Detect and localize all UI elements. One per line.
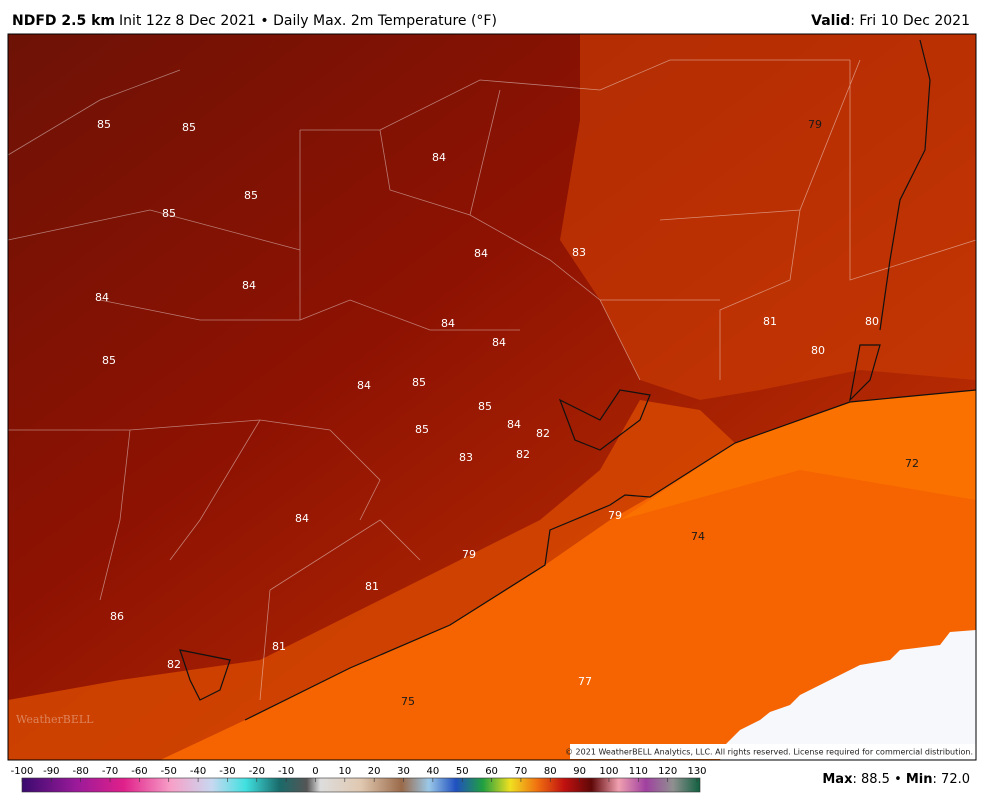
valid-label: Valid xyxy=(811,13,850,29)
contour-label: 82 xyxy=(536,427,550,440)
colorbar-tick-label: 60 xyxy=(485,766,498,777)
colorbar-tick-label: 70 xyxy=(515,766,528,777)
contour-label: 85 xyxy=(478,400,492,413)
colorbar-tick-label: 40 xyxy=(427,766,440,777)
colorbar-tick-label: 50 xyxy=(456,766,469,777)
colorbar-tick-label: -100 xyxy=(11,766,34,777)
colorbar xyxy=(21,777,701,793)
contour-label: 85 xyxy=(244,189,258,202)
contour-labels: 85 85 84 79 85 85 84 83 84 84 84 81 80 84 80 85 84 85 85 84… xyxy=(95,118,919,708)
contour-label: 74 xyxy=(691,530,705,543)
contour-label: 81 xyxy=(272,640,286,653)
no-data xyxy=(720,630,976,760)
coastline xyxy=(179,39,977,721)
colorbar-tick-label: 130 xyxy=(687,766,706,777)
valid-value: : Fri 10 Dec 2021 xyxy=(850,13,970,29)
contour-label: 84 xyxy=(507,418,521,431)
contour-label: 85 xyxy=(415,423,429,436)
coastal-zone xyxy=(8,400,735,760)
colorbar-tick-label: 120 xyxy=(658,766,677,777)
contour-label: 81 xyxy=(763,315,777,328)
min-value: : 72.0 xyxy=(933,772,970,787)
contour-label: 82 xyxy=(167,658,181,671)
contour-label: 84 xyxy=(441,317,455,330)
colorbar-tick-label: -20 xyxy=(249,766,265,777)
colorbar-tick-label: 20 xyxy=(368,766,381,777)
contour-label: 84 xyxy=(492,336,506,349)
colorbar-tick-label: -60 xyxy=(131,766,147,777)
contour-label: 82 xyxy=(516,448,530,461)
contour-label: 85 xyxy=(162,207,176,220)
contour-label: 84 xyxy=(95,291,109,304)
contour-label: 72 xyxy=(905,457,919,470)
colorbar-tick-label: 100 xyxy=(599,766,618,777)
contour-label: 86 xyxy=(110,610,124,623)
contour-label: 84 xyxy=(474,247,488,260)
contour-label: 83 xyxy=(459,451,473,464)
contour-label: 79 xyxy=(462,548,476,561)
warm-region xyxy=(560,34,976,400)
contour-label: 83 xyxy=(572,246,586,259)
logo: WeatherBELL xyxy=(16,713,94,726)
contour-label: 84 xyxy=(432,151,446,164)
colorbar-tick-label: 80 xyxy=(544,766,557,777)
contour-label: 85 xyxy=(412,376,426,389)
contour-label: 80 xyxy=(811,344,825,357)
colorbar-ticks: -100 -90 -80 -70 -60 -50 -40 -30 -20 -10 0 10 20 30 40… xyxy=(11,766,707,782)
colorbar-tick-label: 10 xyxy=(338,766,351,777)
contour-label: 77 xyxy=(578,675,592,688)
colorbar-tick-label: 90 xyxy=(573,766,586,777)
colorbar-tick-label: -40 xyxy=(190,766,206,777)
contour-label: 79 xyxy=(808,118,822,131)
colorbar-tick-label: -80 xyxy=(73,766,89,777)
max-label: Max xyxy=(822,772,853,787)
colorbar-tick-label: 110 xyxy=(629,766,648,777)
stats-separator: • xyxy=(890,772,906,787)
valid-time: Valid: Fri 10 Dec 2021 xyxy=(811,13,970,29)
colorbar-tick-label: -50 xyxy=(161,766,177,777)
stats: Max: 88.5 • Min: 72.0 xyxy=(822,772,970,787)
min-label: Min xyxy=(906,772,933,787)
contour-label: 84 xyxy=(357,379,371,392)
contour-label: 80 xyxy=(865,315,879,328)
contour-label: 85 xyxy=(97,118,111,131)
copyright-box xyxy=(570,744,976,759)
copyright: © 2021 WeatherBELL Analytics, LLC. All r… xyxy=(565,748,973,757)
model-name: NDFD 2.5 km xyxy=(12,13,115,29)
contour-label: 79 xyxy=(608,509,622,522)
contour-label: 84 xyxy=(242,279,256,292)
colorbar-tick-label: 0 xyxy=(312,766,318,777)
header-description: Init 12z 8 Dec 2021 • Daily Max. 2m Temp… xyxy=(119,13,497,29)
map-border xyxy=(7,33,977,761)
colorbar-tick-label: -10 xyxy=(278,766,294,777)
colorbar-tick-label: -30 xyxy=(219,766,235,777)
contour-label: 85 xyxy=(182,121,196,134)
header-title: NDFD 2.5 km Init 12z 8 Dec 2021 • Daily M… xyxy=(12,13,497,29)
colorbar-tick-label: -70 xyxy=(102,766,118,777)
gulf-warm xyxy=(620,390,976,520)
map: 85 85 84 79 85 85 84 83 84 84 84 81 80 84 80 85 84 85 85 84… xyxy=(7,34,977,760)
max-value: : 88.5 xyxy=(852,772,889,787)
colorbar-tick-label: -90 xyxy=(43,766,59,777)
contour-label: 84 xyxy=(295,512,309,525)
contour-label: 75 xyxy=(401,695,415,708)
contour-label: 81 xyxy=(365,580,379,593)
contour-label: 85 xyxy=(102,354,116,367)
colorbar-tick-label: 30 xyxy=(397,766,410,777)
